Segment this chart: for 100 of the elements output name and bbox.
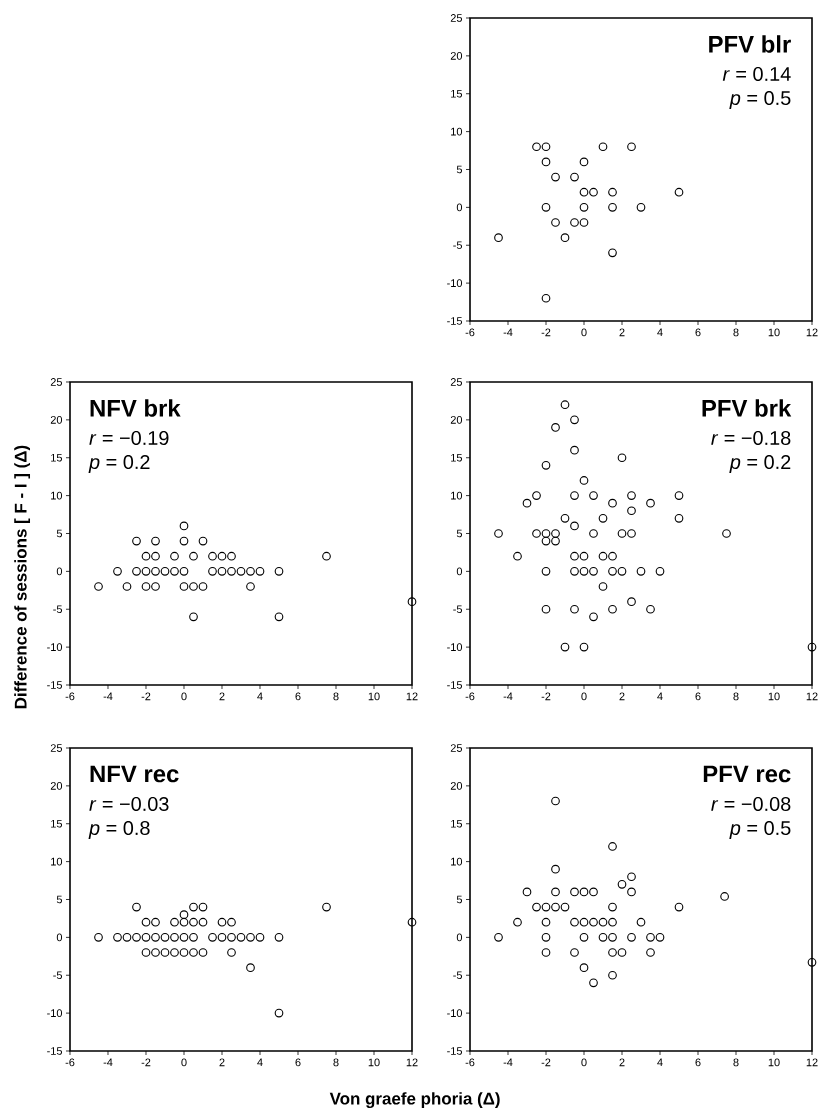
x-tick-label: -4 [103,692,113,701]
point [807,958,817,967]
x-tick-label: 4 [257,1058,263,1067]
point [189,917,198,927]
x-tick-label: -2 [541,692,551,701]
y-axis-title: Difference of sessions [ F - I ] (Δ) [14,445,31,709]
point [570,521,579,531]
point [151,536,160,546]
point [198,948,208,957]
point [579,157,589,167]
point [189,933,198,942]
y-tick-label: 15 [451,819,463,828]
point [560,642,570,652]
point [274,933,284,942]
point [407,597,417,607]
point [322,551,331,561]
y-tick-label: 15 [451,453,463,462]
point [132,536,141,546]
point [646,604,655,614]
point [608,948,617,957]
x-tick-label: 10 [768,692,780,701]
point [179,582,189,591]
point [807,642,817,652]
x-tick-label: -2 [141,692,151,701]
point [217,917,227,927]
point [227,551,236,561]
point [160,948,170,957]
point [608,203,617,212]
point [407,917,417,927]
point [189,612,198,622]
point [122,582,132,591]
y-tick-label: 5 [456,165,463,174]
point [541,917,551,927]
x-tick-label: 8 [333,1058,339,1067]
y-tick-label: 10 [451,127,463,136]
point [627,506,636,516]
point [160,567,170,576]
point [655,933,665,942]
annotation: PFV blr [709,35,791,53]
point [636,917,646,927]
x-tick-label: -4 [503,692,513,701]
point [598,582,608,591]
y-tick-label: 5 [456,529,463,538]
point [236,933,246,942]
point [198,582,208,591]
point [608,917,617,927]
y-tick-label: -15 [447,1047,463,1055]
y-tick-label: 10 [451,491,463,500]
point [217,933,227,942]
point [646,933,655,942]
annotation: p = 0.8 [88,820,150,840]
point [170,551,179,561]
point [141,933,151,942]
point [598,142,608,152]
point [94,933,103,942]
x-tick-label: 8 [733,692,739,701]
x-tick-label: -6 [465,692,475,701]
point [720,892,729,901]
x-tick-label: -2 [541,1058,551,1067]
x-tick-label: 10 [368,692,380,701]
point [617,948,627,957]
point [141,567,151,576]
x-tick-label: 10 [768,1058,780,1067]
point [674,491,684,500]
point [494,933,503,942]
point [141,582,151,591]
point [179,933,189,942]
annotation: p = 0.5 [729,820,791,840]
x-tick-label: 8 [733,328,739,337]
point [608,970,617,980]
point [322,902,331,912]
point [589,887,598,897]
point [589,187,598,197]
x-tick-label: -4 [503,328,513,337]
annotation: p = 0.5 [729,90,791,110]
x-tick-label: 2 [219,1058,225,1067]
point [570,917,579,927]
point [589,917,598,927]
point [617,453,627,463]
annotation: r = −0.03 [89,796,169,812]
x-tick-label: 12 [406,1058,418,1067]
point [674,902,684,912]
point [560,400,570,410]
point [217,567,227,576]
y-tick-label: 10 [51,491,63,500]
point [170,917,179,927]
point [189,551,198,561]
point [636,567,646,576]
y-tick-label: -5 [53,971,63,980]
y-tick-label: -10 [47,643,63,651]
x-tick-label: 10 [368,1058,380,1067]
annotation: r = −0.08 [711,796,791,812]
point [636,203,646,212]
point [255,933,265,942]
x-tick-label: 8 [333,692,339,701]
x-tick-label: 0 [581,692,587,701]
point [579,567,589,576]
x-tick-label: 12 [406,692,418,701]
point [570,218,579,227]
y-tick-label: 0 [56,567,63,576]
